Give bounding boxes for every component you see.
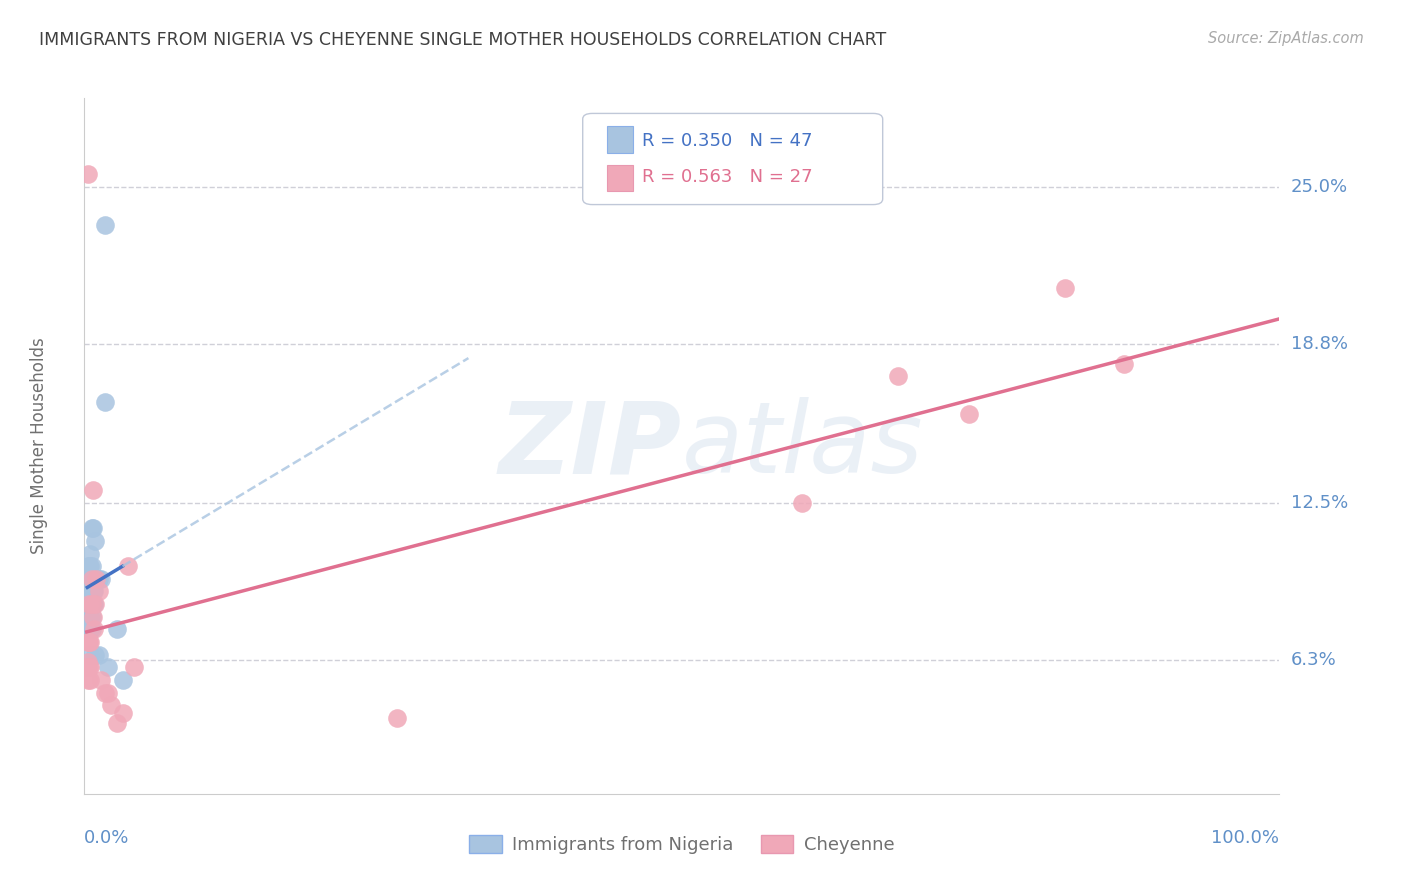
Point	[792, 496, 814, 510]
Point	[385, 711, 408, 725]
Point	[77, 656, 100, 670]
Point	[82, 597, 104, 611]
Point	[87, 584, 110, 599]
Point	[105, 716, 128, 731]
Point	[83, 597, 105, 611]
Point	[77, 584, 100, 599]
Point	[79, 584, 101, 599]
Text: 25.0%: 25.0%	[1291, 178, 1348, 195]
Point	[80, 572, 103, 586]
Point	[87, 572, 110, 586]
Point	[77, 597, 100, 611]
Point	[76, 660, 98, 674]
Point	[79, 584, 101, 599]
Point	[117, 559, 139, 574]
Point	[84, 533, 107, 548]
FancyBboxPatch shape	[582, 113, 883, 204]
Text: R = 0.563   N = 27: R = 0.563 N = 27	[643, 168, 813, 186]
Point	[80, 623, 103, 637]
Point	[83, 572, 105, 586]
Text: atlas: atlas	[682, 398, 924, 494]
Text: Single Mother Households: Single Mother Households	[30, 338, 48, 554]
Text: R = 0.350   N = 47: R = 0.350 N = 47	[643, 132, 813, 151]
Point	[79, 547, 101, 561]
Text: Source: ZipAtlas.com: Source: ZipAtlas.com	[1208, 31, 1364, 46]
Point	[77, 597, 100, 611]
Point	[957, 408, 980, 422]
Point	[84, 572, 107, 586]
Text: ZIP: ZIP	[499, 398, 682, 494]
Point	[87, 648, 110, 662]
Point	[77, 673, 100, 687]
Point	[79, 559, 101, 574]
Text: 6.3%: 6.3%	[1291, 651, 1336, 669]
Point	[77, 559, 100, 574]
Point	[76, 584, 98, 599]
Point	[111, 706, 134, 720]
Point	[77, 635, 100, 649]
Point	[93, 218, 115, 232]
Point	[79, 623, 101, 637]
Point	[80, 597, 103, 611]
Point	[111, 673, 134, 687]
Point	[79, 648, 101, 662]
Point	[93, 686, 115, 700]
Point	[90, 673, 112, 687]
Point	[77, 609, 100, 624]
Point	[77, 635, 100, 649]
Text: 0.0%: 0.0%	[84, 829, 129, 847]
Point	[77, 597, 100, 611]
Point	[84, 572, 107, 586]
Point	[100, 698, 122, 713]
Point	[77, 572, 100, 586]
Point	[80, 572, 103, 586]
Point	[80, 609, 103, 624]
Point	[77, 584, 100, 599]
Point	[77, 559, 100, 574]
Point	[82, 483, 104, 498]
Point	[83, 584, 105, 599]
Point	[77, 660, 100, 674]
FancyBboxPatch shape	[606, 126, 633, 153]
Point	[86, 572, 108, 586]
Point	[82, 609, 104, 624]
Legend: Immigrants from Nigeria, Cheyenne: Immigrants from Nigeria, Cheyenne	[461, 828, 903, 862]
Point	[105, 623, 128, 637]
Point	[80, 559, 103, 574]
Point	[80, 521, 103, 535]
Point	[84, 648, 107, 662]
Text: 100.0%: 100.0%	[1212, 829, 1279, 847]
Text: 18.8%: 18.8%	[1291, 334, 1347, 352]
Point	[80, 584, 103, 599]
Point	[79, 609, 101, 624]
Point	[80, 597, 103, 611]
Point	[82, 584, 104, 599]
Point	[79, 660, 101, 674]
Point	[79, 673, 101, 687]
Point	[84, 597, 107, 611]
Point	[79, 572, 101, 586]
Point	[1114, 357, 1136, 371]
Point	[1053, 281, 1076, 295]
Point	[124, 660, 146, 674]
Point	[93, 394, 115, 409]
Point	[77, 167, 100, 181]
Point	[90, 572, 112, 586]
FancyBboxPatch shape	[606, 164, 633, 191]
Point	[887, 369, 910, 384]
Text: 12.5%: 12.5%	[1291, 494, 1348, 512]
Point	[77, 584, 100, 599]
Point	[79, 635, 101, 649]
Point	[83, 623, 105, 637]
Point	[80, 572, 103, 586]
Point	[97, 660, 120, 674]
Point	[79, 597, 101, 611]
Point	[97, 686, 120, 700]
Point	[82, 521, 104, 535]
Point	[82, 572, 104, 586]
Text: IMMIGRANTS FROM NIGERIA VS CHEYENNE SINGLE MOTHER HOUSEHOLDS CORRELATION CHART: IMMIGRANTS FROM NIGERIA VS CHEYENNE SING…	[39, 31, 887, 49]
Point	[77, 572, 100, 586]
Point	[77, 597, 100, 611]
